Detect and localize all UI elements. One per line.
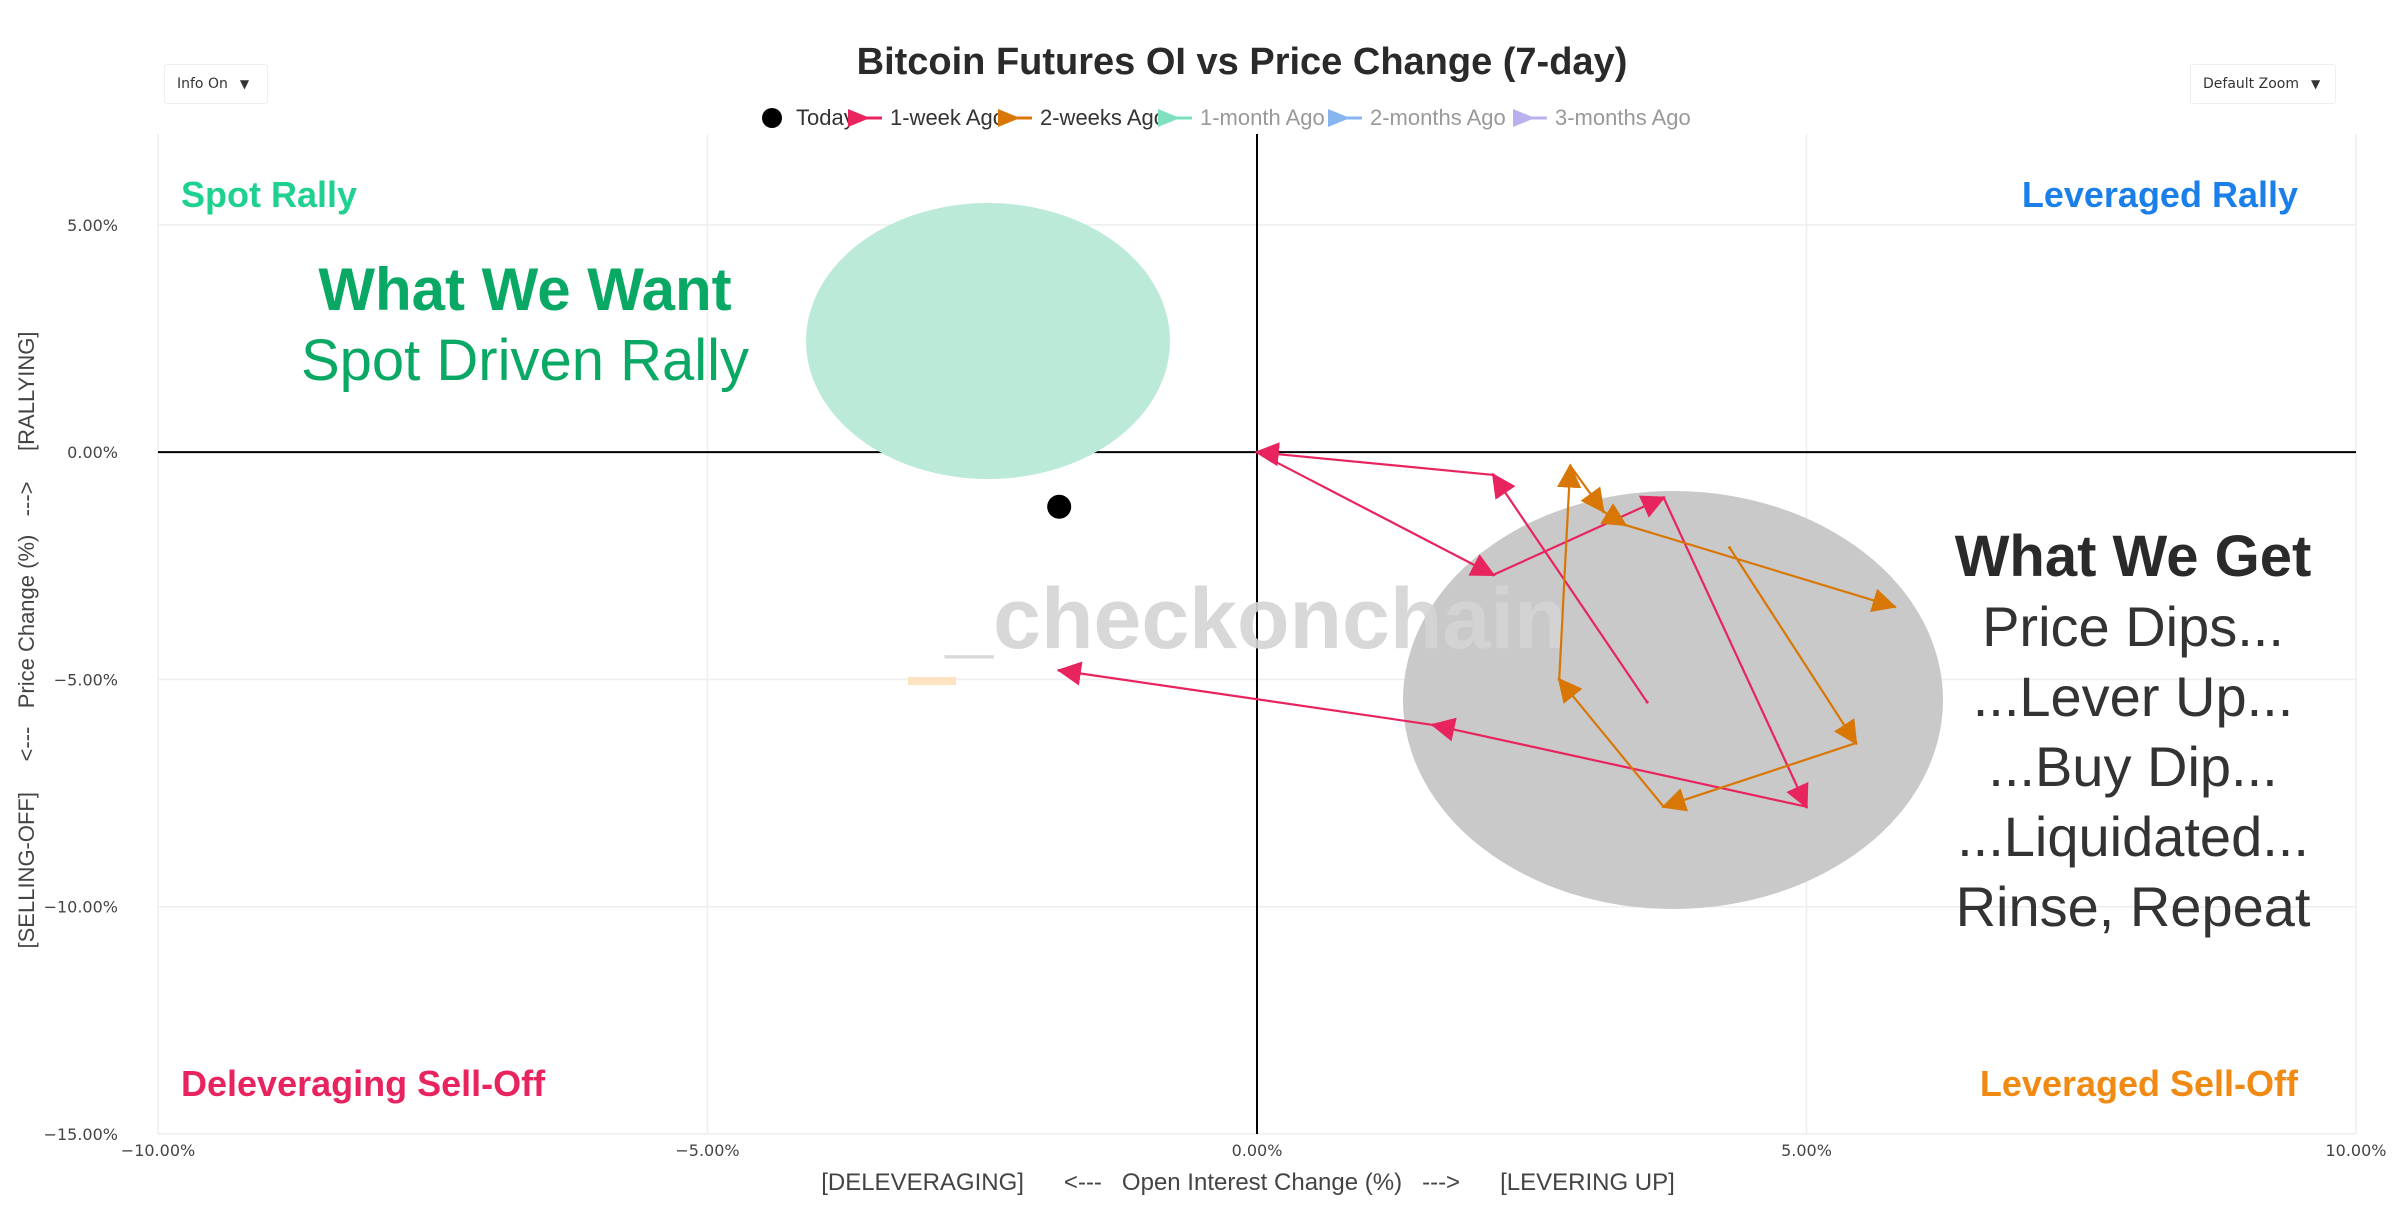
series-segment xyxy=(1492,495,1666,576)
series-segment xyxy=(1557,677,1665,808)
get-line: ...Buy Dip... xyxy=(1988,735,2277,798)
series-layer xyxy=(1056,442,1897,812)
get-ellipse xyxy=(1403,491,1943,909)
legend-label: 2-months Ago xyxy=(1370,105,1506,130)
dot-icon xyxy=(762,108,782,128)
series-point xyxy=(1854,741,1858,745)
series-point xyxy=(1491,573,1495,577)
series-point xyxy=(1057,668,1061,672)
y-tick-label: −10.00% xyxy=(44,898,118,917)
x-axis-title: [DELEVERAGING] <--- Open Interest Change… xyxy=(821,1169,1675,1196)
series-point xyxy=(1568,464,1572,468)
legend-item[interactable]: 3-months Ago xyxy=(1513,105,1691,130)
series-segment xyxy=(1056,661,1433,726)
want-ellipse xyxy=(806,203,1170,479)
legend-label: 2-weeks Ago xyxy=(1040,105,1166,130)
chevron-down-icon: ▼ xyxy=(239,77,250,91)
get-title: What We Get xyxy=(1955,524,2312,589)
points-layer xyxy=(1047,450,1896,809)
series-point xyxy=(1728,546,1732,550)
series-segment xyxy=(1430,717,1807,808)
legend-item[interactable]: 1-month Ago xyxy=(1158,105,1325,130)
get-line: ...Lever Up... xyxy=(1973,665,2294,728)
y-tick-label: 5.00% xyxy=(67,216,118,235)
series-segment xyxy=(1254,442,1494,477)
series-point xyxy=(1557,677,1561,681)
y-tick-label: −15.00% xyxy=(44,1125,118,1144)
series-point xyxy=(1623,523,1627,527)
quadrant-label-leveraged-sell-off: Leveraged Sell-Off xyxy=(1980,1063,2299,1104)
want-subtitle: Spot Driven Rally xyxy=(301,328,749,393)
series-point xyxy=(1645,700,1649,704)
series-point xyxy=(1662,496,1666,500)
x-tick-label: −10.00% xyxy=(121,1141,195,1160)
quadrant-label-deleveraging-sell-off: Deleveraging Sell-Off xyxy=(181,1063,546,1104)
series-segment xyxy=(1624,523,1897,612)
legend-item[interactable]: Today xyxy=(762,105,855,130)
series-segment xyxy=(1256,451,1496,577)
arrow-icon xyxy=(1158,109,1180,127)
info-toggle-dropdown[interactable]: Info On ▼ xyxy=(164,64,268,104)
series-segment xyxy=(1557,463,1582,680)
series-segment xyxy=(1600,503,1628,527)
info-toggle-label: Info On xyxy=(177,76,228,92)
arrow-icon xyxy=(1328,109,1350,127)
arrow-icon xyxy=(1513,109,1535,127)
legend: Today 1-week Ago 2-weeks Ago 1-month Ago 2-m… xyxy=(762,105,1691,130)
watermark-dash xyxy=(908,677,956,685)
watermark: _checkonchain xyxy=(944,571,1566,667)
y-tick-label: −5.00% xyxy=(54,670,118,689)
legend-item[interactable]: 2-months Ago xyxy=(1328,105,1506,130)
get-line: Rinse, Repeat xyxy=(1956,875,2311,938)
series-segment xyxy=(1569,465,1605,514)
chevron-down-icon: ▼ xyxy=(2310,77,2321,91)
quadrant-label-leveraged-rally: Leveraged Rally xyxy=(2022,174,2298,215)
x-tick-label: 5.00% xyxy=(1781,1141,1832,1160)
today-point xyxy=(1047,494,1072,519)
legend-label: 1-month Ago xyxy=(1200,105,1325,130)
legend-label: Today xyxy=(796,105,855,130)
legend-item[interactable]: 1-week Ago xyxy=(848,105,1005,130)
quadrant-label-spot-rally: Spot Rally xyxy=(181,174,357,215)
want-title: What We Want xyxy=(318,256,731,323)
series-point xyxy=(1431,723,1435,727)
x-tick-label: 0.00% xyxy=(1232,1141,1283,1160)
series-point xyxy=(1255,450,1259,454)
arrow-icon xyxy=(998,109,1020,127)
series-segment xyxy=(1491,472,1649,703)
get-line: Price Dips... xyxy=(1982,595,2284,658)
y-axis-title: [SELLING-OFF] <--- Price Change (%) --->… xyxy=(14,332,39,949)
series-segment xyxy=(1728,547,1858,746)
legend-label: 1-week Ago xyxy=(890,105,1005,130)
series-point xyxy=(1601,509,1605,513)
chart-title: Bitcoin Futures OI vs Price Change (7-da… xyxy=(857,41,1628,83)
series-point xyxy=(1662,805,1666,809)
series-segment xyxy=(1662,497,1809,809)
series-point xyxy=(1805,805,1808,809)
y-tick-labels: −15.00% −10.00% −5.00% 0.00% 5.00% xyxy=(44,216,118,1144)
zoom-select-label: Default Zoom xyxy=(2203,76,2299,92)
arrow-icon xyxy=(848,109,870,127)
get-line: ...Liquidated... xyxy=(1957,805,2309,868)
y-tick-label: 0.00% xyxy=(67,443,118,462)
legend-label: 3-months Ago xyxy=(1555,105,1691,130)
series-point xyxy=(1892,605,1896,609)
legend-item[interactable]: 2-weeks Ago xyxy=(998,105,1166,130)
x-tick-label: −5.00% xyxy=(675,1141,739,1160)
zoom-select-dropdown[interactable]: Default Zoom ▼ xyxy=(2190,64,2336,104)
series-point xyxy=(1491,473,1495,477)
x-tick-label: 10.00% xyxy=(2325,1141,2386,1160)
x-tick-labels: −10.00% −5.00% 0.00% 5.00% 10.00% xyxy=(121,1141,2387,1160)
series-segment xyxy=(1661,742,1857,812)
